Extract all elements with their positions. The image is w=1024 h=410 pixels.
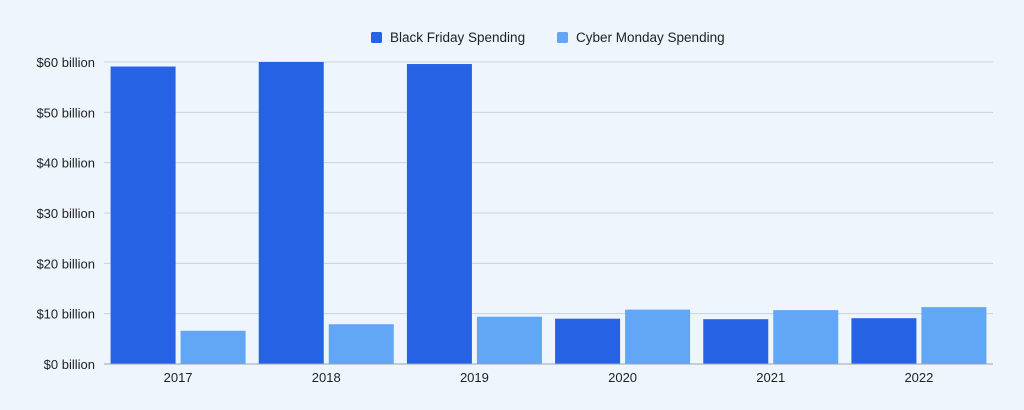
legend-label-black-friday: Black Friday Spending xyxy=(390,30,525,45)
bar-black-friday-2022 xyxy=(851,318,917,364)
y-tick-label: $10 billion xyxy=(36,307,95,322)
bar-black-friday-2019 xyxy=(406,64,472,364)
bar-black-friday-2018 xyxy=(258,62,324,364)
x-tick-label: 2017 xyxy=(164,370,193,385)
y-tick-label: $50 billion xyxy=(36,105,95,120)
bar-cyber-monday-2020 xyxy=(625,309,691,364)
bar-cyber-monday-2021 xyxy=(773,310,839,364)
legend-swatch-cyber-monday xyxy=(557,32,568,43)
y-tick-label: $60 billion xyxy=(36,55,95,70)
x-tick-label: 2018 xyxy=(312,370,341,385)
x-tick-label: 2021 xyxy=(756,370,785,385)
bar-cyber-monday-2022 xyxy=(921,307,987,364)
bar-cyber-monday-2019 xyxy=(476,316,542,364)
bar-cyber-monday-2018 xyxy=(328,324,394,364)
y-tick-label: $40 billion xyxy=(36,156,95,171)
legend-label-cyber-monday: Cyber Monday Spending xyxy=(576,30,725,45)
bars xyxy=(110,62,987,364)
legend-swatch-black-friday xyxy=(371,32,382,43)
x-tick-label: 2019 xyxy=(460,370,489,385)
axes: $0 billion $10 billion $20 billion $30 bill… xyxy=(36,55,993,385)
bar-black-friday-2017 xyxy=(110,66,176,364)
y-tick-label: $30 billion xyxy=(36,206,95,221)
bar-black-friday-2020 xyxy=(555,318,621,364)
y-tick-label: $20 billion xyxy=(36,256,95,271)
bar-black-friday-2021 xyxy=(703,319,769,364)
x-tick-label: 2020 xyxy=(608,370,637,385)
legend: Black Friday Spending Cyber Monday Spendi… xyxy=(371,30,725,45)
y-tick-label: $0 billion xyxy=(44,357,95,372)
gridlines xyxy=(104,61,993,315)
x-tick-label: 2022 xyxy=(904,370,933,385)
bar-cyber-monday-2017 xyxy=(180,330,246,364)
